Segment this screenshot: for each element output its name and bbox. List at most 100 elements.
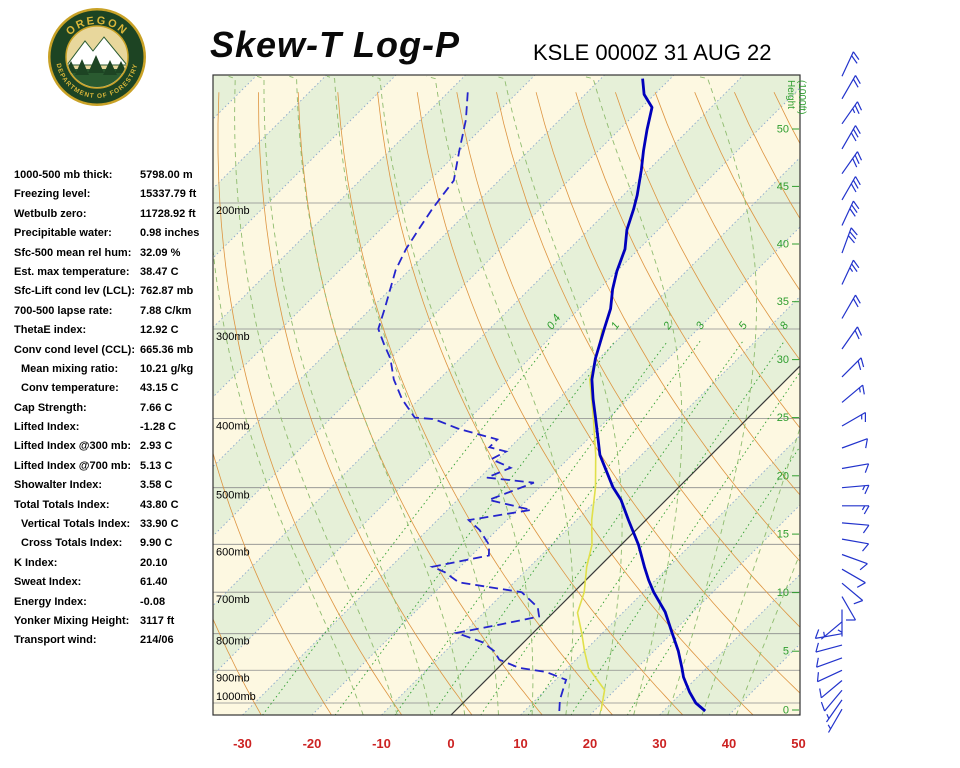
moist-adiabat-line [289,75,466,715]
wind-barb-staff [841,384,864,403]
wind-barb [814,629,843,639]
index-label: Cap Strength: [14,401,87,414]
wind-barb-full [816,672,819,682]
height-tick-label: 50 [777,124,789,136]
mixing-ratio-line [480,340,744,715]
index-row: Lifted Index: -1.28 C [14,418,212,437]
wind-barb-full [865,438,868,449]
wind-barb [819,680,843,699]
index-label: Vertical Totals Index: [21,518,131,531]
plot-area: 0.4 1 2 3 5 8 [213,75,960,715]
wind-barb-staff [841,463,869,470]
wind-barb-full [814,629,820,639]
wind-barb-full [854,125,861,135]
index-label: Freezing level: [14,188,91,201]
wind-barb [841,538,870,552]
height-tick-label: 40 [777,239,789,251]
wind-barb-full [854,330,860,340]
temperature-trace [590,78,707,713]
dry-adiabat-line [337,92,613,715]
wind-barb-full [852,158,858,168]
wind-barb-staff [815,633,843,639]
wind-barb [841,227,858,254]
wind-barb-full [860,357,865,368]
mixing-ratio-label: 1 [609,320,622,332]
index-value: 10.21 g/kg [140,362,194,375]
index-label: Sweat Index: [14,576,82,589]
index-value: -0.08 [140,595,166,608]
wind-barb-full [854,176,861,186]
index-label: Yonker Mixing Height: [14,614,130,627]
isotherm-line [213,75,605,468]
moist-adiabat-line [326,75,499,715]
index-label: Wetbulb zero: [14,207,87,220]
wind-barb-full [863,505,870,515]
dry-adiabat-line [773,92,800,145]
pressure-label: 1000mb [216,691,256,703]
wind-barb [841,151,863,175]
dry-adiabat-line [496,92,800,628]
index-label: K Index: [14,556,58,569]
wind-barb [841,357,865,378]
wind-barb [841,384,865,403]
temperature-band [798,713,800,715]
wind-barb-full [851,263,858,272]
index-value: 5798.00 m [140,169,193,181]
moist-adiabat-line [371,75,534,715]
height-axis-title: (1000ft) [796,80,807,114]
temp-axis-label: 10 [513,736,527,751]
wind-barb [841,582,864,605]
dry-adiabat-line [933,92,960,715]
wind-barb-staff [841,596,857,621]
wind-barb-full [854,104,860,115]
wind-barb-full [816,657,819,668]
moist-adiabat-line [228,75,398,715]
height-tick-label: 5 [783,646,789,658]
logo-trees [67,55,127,75]
wind-barb-staff [841,200,854,226]
wind-barb-full [852,179,859,189]
index-row: Showalter Index: 3.58 C [14,476,212,495]
wind-barb-full [851,204,858,213]
wind-barb-half [858,387,861,393]
index-label: Lifted Index @300 mb: [14,440,132,453]
dry-adiabat-line [297,92,543,715]
wind-barb-full [819,688,822,698]
index-label: 700-500 lapse rate: [14,304,113,317]
wind-barb-staff [841,553,868,565]
wind-barb [826,699,843,723]
wind-barb-full [852,298,859,308]
isotherm-line [798,712,800,715]
wind-barb-full [849,208,856,217]
index-label: Conv cond level (CCL): [14,343,136,356]
wind-barb-full [815,642,819,653]
dry-adiabat-line [217,92,403,715]
wind-barb-full [856,101,863,111]
isotherm-line [213,75,675,537]
index-value: 9.90 C [140,537,173,550]
index-value: 11728.92 ft [140,207,196,220]
wind-barb [841,75,861,100]
wind-barb [841,294,861,319]
index-row: Wetbulb zero: 11728.92 ft [14,205,212,224]
wind-barb [816,657,843,668]
wind-barb-staff [841,227,852,254]
dry-adiabat-line [377,92,684,715]
wind-barb-full [854,294,861,304]
index-label: Conv temperature: [21,382,119,395]
wind-barb [815,642,843,653]
wind-barb-staff [841,101,858,125]
wind-barb-half [827,724,832,730]
wind-barb-full [852,259,860,269]
wind-barb-full [850,227,858,236]
wind-barb-staff [824,689,843,712]
wind-barb-full [864,485,870,495]
station-datetime: KSLE 0000Z 31 AUG 22 [533,40,772,65]
index-value: 32.09 % [140,246,181,259]
height-tick-label: 10 [777,587,789,599]
index-label: Est. max temperature: [14,265,130,278]
index-value: 61.40 [140,576,168,589]
index-row: Conv temperature: 43.15 C [14,379,212,398]
pressure-label: 500mb [216,490,250,502]
wind-barb [841,259,860,285]
